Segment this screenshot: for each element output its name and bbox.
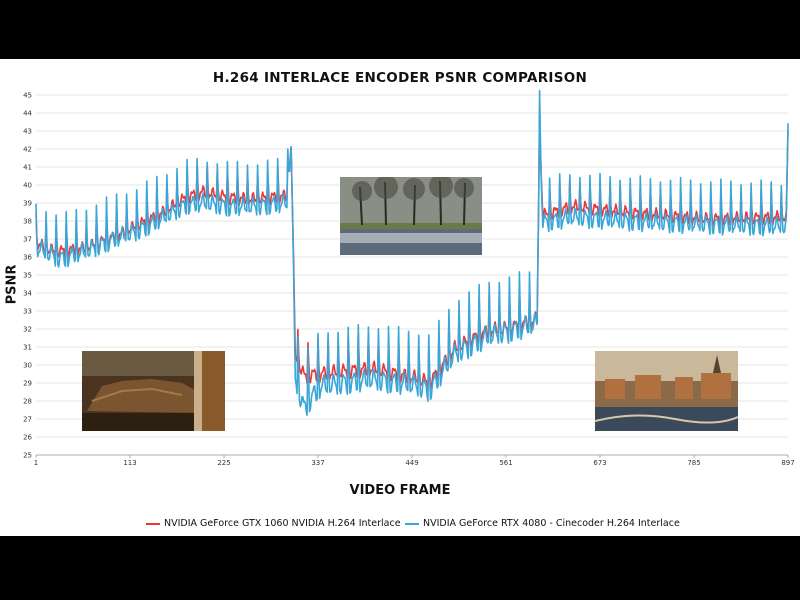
y-tick-label: 41	[23, 164, 32, 172]
y-tick-label: 30	[23, 362, 32, 370]
chart-title: H.264 INTERLACE ENCODER PSNR COMPARISON	[212, 70, 588, 86]
x-tick-label: 1	[34, 459, 38, 467]
legend-swatch-blue	[405, 522, 419, 525]
y-tick-label: 45	[23, 92, 32, 100]
legend-label: NVIDIA GeForce RTX 4080 - Cinecoder H.26…	[423, 518, 680, 529]
y-tick-label: 28	[23, 398, 32, 406]
y-tick-label: 31	[23, 344, 32, 352]
x-tick-label: 673	[593, 459, 606, 467]
x-axis-label: VIDEO FRAME	[349, 483, 451, 498]
x-tick-label: 897	[781, 459, 794, 467]
y-tick-label: 27	[23, 416, 32, 424]
legend-item-gtx1060: NVIDIA GeForce GTX 1060 NVIDIA H.264 Int…	[146, 518, 401, 529]
legend-item-rtx4080: NVIDIA GeForce RTX 4080 - Cinecoder H.26…	[405, 518, 680, 529]
legend-swatch-red	[146, 522, 160, 525]
x-tick-label: 561	[499, 459, 512, 467]
series-lines	[35, 89, 789, 416]
y-tick-label: 32	[23, 326, 32, 334]
x-tick-label: 337	[311, 459, 324, 467]
y-tick-label: 33	[23, 308, 32, 316]
y-tick-labels: 25 26 27 28 29 30 31 32 33 34 35 36 37 38 39 40 41 42 43 44…	[23, 92, 32, 460]
y-axis-label: PSNR	[4, 264, 20, 304]
y-tick-label: 38	[23, 218, 32, 226]
legend-label: NVIDIA GeForce GTX 1060 NVIDIA H.264 Int…	[164, 518, 401, 529]
y-tick-label: 25	[23, 452, 32, 460]
y-tick-label: 36	[23, 254, 32, 262]
y-tick-label: 42	[23, 146, 32, 154]
x-tick-label: 113	[123, 459, 136, 467]
city-photo-thumbnail	[595, 351, 738, 431]
y-tick-label: 26	[23, 434, 32, 442]
series-line-rtx4080	[35, 89, 789, 416]
y-tick-label: 34	[23, 290, 32, 298]
x-tick-labels: 1 113 225 337 449 561 673 785 897	[34, 455, 795, 467]
x-tick-label: 785	[687, 459, 700, 467]
x-tick-label: 449	[405, 459, 418, 467]
ship-photo-thumbnail	[82, 351, 225, 431]
x-tick-label: 225	[217, 459, 230, 467]
grid-lines	[36, 94, 788, 456]
plot-svg: 25 26 27 28 29 30 31 32 33 34 35 36 37 38 39 40 41 42 43 44…	[23, 89, 795, 467]
chart-area: H.264 INTERLACE ENCODER PSNR COMPARISON …	[0, 59, 800, 536]
y-tick-label: 35	[23, 272, 32, 280]
y-tick-label: 37	[23, 236, 32, 244]
y-tick-label: 40	[23, 182, 32, 190]
y-tick-label: 29	[23, 380, 32, 388]
y-tick-label: 43	[23, 128, 32, 136]
y-tick-label: 44	[23, 110, 32, 118]
y-tick-label: 39	[23, 200, 32, 208]
trees-photo-thumbnail	[340, 177, 482, 255]
